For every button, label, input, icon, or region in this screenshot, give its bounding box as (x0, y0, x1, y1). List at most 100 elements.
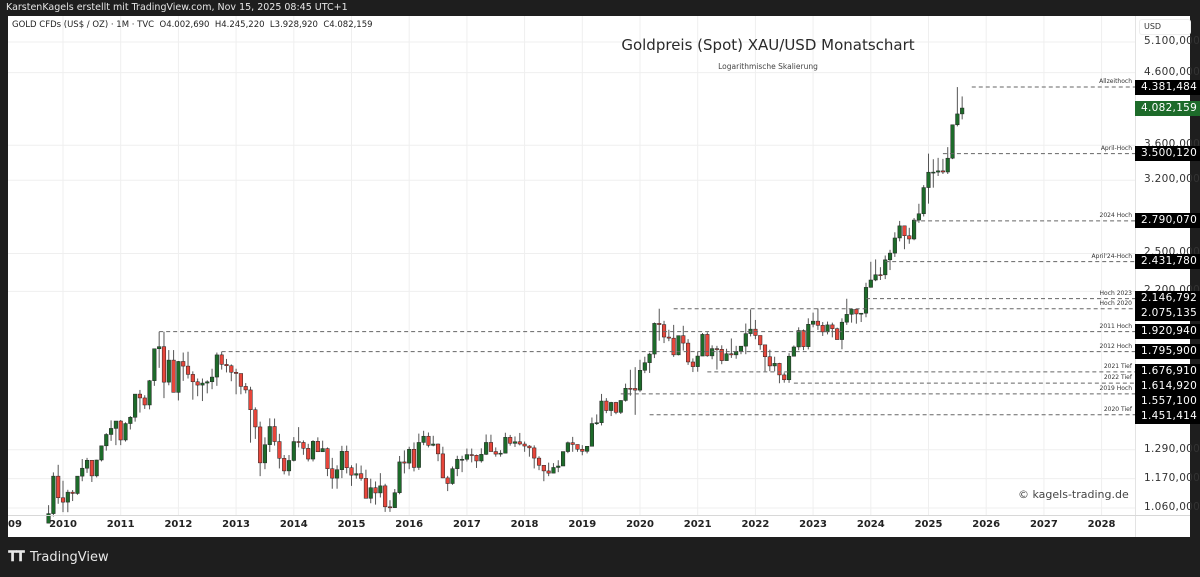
candle-body (493, 451, 498, 455)
candle-body (916, 213, 921, 221)
candle-body (777, 363, 782, 376)
candle-body (147, 380, 152, 406)
candle-body (185, 365, 191, 375)
candle-body (796, 330, 801, 348)
candle-body (931, 171, 936, 174)
candle-body (661, 324, 667, 338)
candle-body (46, 513, 51, 524)
chart-panel[interactable]: GOLD CFDs (US$ / OZ) · 1M · TVC O4.002,6… (8, 16, 1200, 537)
candle-body (936, 170, 941, 173)
year-tick: 2028 (1087, 519, 1116, 530)
chart-title: Goldpreis (Spot) XAU/USD Monatschart (621, 36, 915, 54)
candle-body (128, 417, 133, 424)
candle-body (416, 442, 421, 468)
level-annotation: April-Hoch (1100, 144, 1132, 152)
level-annotation: 2022 Tief (1103, 374, 1132, 382)
attribution-text: KarstenKagels erstellt mit TradingView.c… (6, 2, 348, 13)
level-annotation: 2019 Hoch (1099, 384, 1132, 392)
year-tick: 2024 (856, 519, 885, 530)
candle-body (647, 353, 652, 363)
current-price-label: 4.082,159 (1135, 100, 1200, 116)
candle-body (464, 454, 469, 460)
candle-body (902, 225, 907, 236)
candle-body (248, 389, 253, 411)
candle-body (782, 374, 787, 381)
candle-body (887, 252, 893, 261)
candle-body (671, 337, 676, 356)
candle-body (70, 491, 75, 494)
currency-badge[interactable]: USD (1139, 19, 1191, 35)
candle-body (897, 225, 902, 239)
candlestick-chart[interactable] (8, 16, 1190, 537)
candle-body (320, 448, 325, 453)
candle-body (767, 356, 772, 367)
candle-body (363, 478, 368, 499)
price-tick: 1.170,000 (1144, 471, 1200, 484)
candle-body (926, 171, 931, 188)
candle-body (315, 441, 320, 453)
candle-body (181, 361, 186, 367)
level-annotation: April'24-Hoch (1091, 252, 1132, 260)
year-tick: 2021 (683, 519, 712, 530)
level-annotation: 2012 Hoch (1099, 342, 1132, 350)
level-price-label: 1.451,414 (1135, 409, 1200, 425)
candle-body (262, 444, 267, 464)
candle-body (113, 420, 118, 429)
level-price-label: 2.146,792 (1135, 291, 1200, 307)
price-tick: 1.290,000 (1144, 442, 1200, 455)
candle-body (955, 113, 960, 126)
candle-body (75, 475, 80, 494)
candle-body (556, 465, 561, 468)
level-annotation: Allzeithoch (1099, 78, 1132, 86)
year-tick: 2017 (452, 519, 481, 530)
candle-body (666, 336, 671, 339)
candle-body (729, 353, 734, 356)
candle-body (950, 124, 955, 159)
candle-body (383, 485, 388, 508)
year-tick: 2011 (106, 519, 135, 530)
candle-body (243, 386, 248, 391)
candle-body (84, 459, 90, 469)
level-annotation: 2020 Tief (1103, 405, 1132, 413)
candle-body (787, 355, 792, 381)
candle-body (214, 354, 219, 378)
candle-body (310, 441, 316, 460)
candle-body (772, 363, 777, 367)
candle-body (205, 381, 210, 384)
low-value: L3.928,920 (269, 20, 318, 30)
candle-body (873, 274, 878, 281)
candle-body (407, 448, 412, 464)
candle-body (604, 400, 609, 411)
candle-body (580, 448, 585, 452)
year-tick: 2027 (1029, 519, 1058, 530)
candle-body (657, 323, 662, 325)
candle-body (527, 445, 532, 449)
candle-body (637, 370, 643, 391)
candle-body (373, 487, 378, 494)
candle-body (835, 328, 840, 340)
candle-body (200, 382, 205, 386)
candle-body (450, 468, 455, 484)
candle-body (378, 485, 383, 494)
level-price-label: 1.795,900 (1135, 344, 1200, 360)
candle-body (854, 309, 859, 315)
candle-body (282, 458, 287, 472)
candle-body (387, 506, 393, 509)
candle-body (710, 348, 715, 357)
candle-body (599, 400, 604, 423)
candle-body (109, 428, 114, 435)
candle-body (762, 344, 768, 357)
candle-body (546, 470, 551, 474)
year-tick: 09 (8, 519, 22, 530)
candle-body (488, 442, 493, 452)
candle-body (411, 448, 417, 468)
level-price-label: 3.500,120 (1135, 146, 1200, 162)
price-tick: 5.100,000 (1144, 35, 1200, 47)
candle-body (681, 335, 686, 344)
candle-body (258, 426, 263, 464)
year-tick: 2019 (568, 519, 597, 530)
tradingview-brand[interactable]: 𝐓𝐓 TradingView (8, 549, 109, 565)
candle-body (594, 422, 599, 424)
year-tick: 2022 (741, 519, 770, 530)
candle-body (541, 465, 546, 472)
